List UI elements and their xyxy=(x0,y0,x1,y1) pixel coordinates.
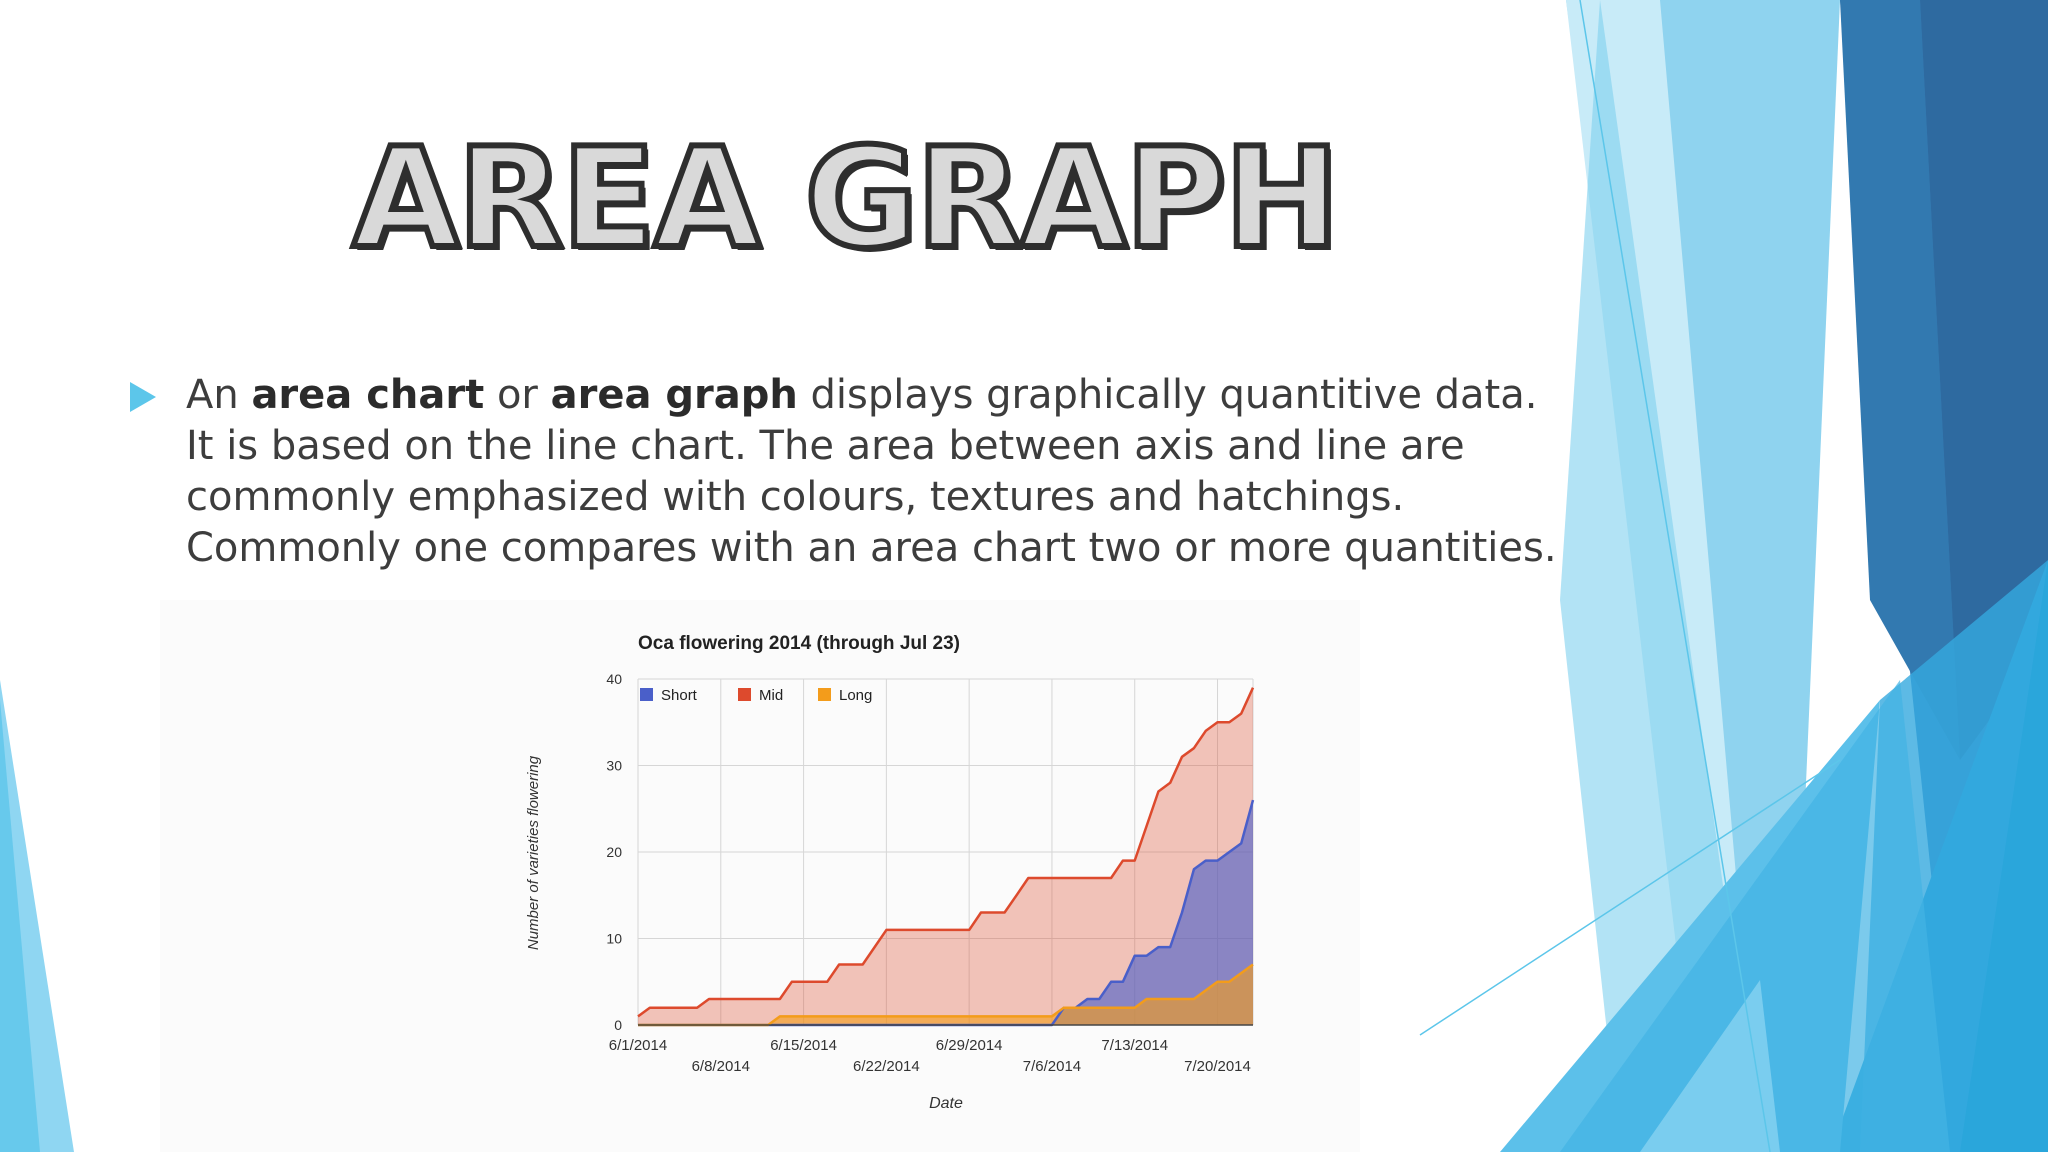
x-tick-label: 7/13/2014 xyxy=(1101,1037,1168,1054)
series-area-long xyxy=(638,964,1253,1025)
deco-facet xyxy=(1920,0,2048,760)
y-tick-label: 10 xyxy=(606,931,622,947)
x-axis-label: Date xyxy=(929,1095,963,1112)
body-text-bold-area-graph: area graph xyxy=(550,372,798,418)
slide-body-text: An area chart or area graph displays gra… xyxy=(186,370,1566,574)
x-tick-label: 6/22/2014 xyxy=(853,1058,920,1075)
chart-axes: 0 10 20 30 40 6/1/2014 6/8/2014 6/15/2014 6/22/2… xyxy=(606,671,1253,1075)
y-axis-label: Number of varieties flowering xyxy=(525,755,542,950)
deco-facet xyxy=(1560,680,1950,1152)
y-tick-label: 40 xyxy=(606,671,622,687)
series-line-long xyxy=(638,963,1254,1027)
bullet-arrow-icon xyxy=(130,382,156,412)
chart-areas xyxy=(638,687,1253,1025)
chart-legend: Short Mid Long xyxy=(640,687,872,704)
x-tick-label: 6/1/2014 xyxy=(609,1037,667,1054)
x-tick-label: 6/29/2014 xyxy=(936,1037,1003,1054)
legend-swatch-long xyxy=(818,688,831,701)
legend-swatch-mid xyxy=(738,688,751,701)
body-text-span: displays graphically quantitive data. It… xyxy=(186,372,1557,571)
y-tick-label: 0 xyxy=(614,1017,622,1033)
chart-title: Oca flowering 2014 (through Jul 23) xyxy=(638,633,960,654)
y-tick-label: 20 xyxy=(606,844,622,860)
series-area-mid xyxy=(638,687,1253,1025)
deco-facet xyxy=(1560,0,1760,1152)
chart-lines xyxy=(637,687,1255,1027)
deco-line xyxy=(1579,0,1771,1152)
x-tick-label: 7/20/2014 xyxy=(1184,1058,1251,1075)
series-line-mid xyxy=(637,687,1255,1018)
deco-line xyxy=(1419,759,1841,1036)
deco-facet xyxy=(0,700,40,1152)
x-tick-label: 6/8/2014 xyxy=(692,1058,750,1075)
legend-label-short: Short xyxy=(661,687,698,704)
deco-facet xyxy=(1640,980,1780,1152)
body-text-span: or xyxy=(484,372,551,418)
chart-image-panel xyxy=(160,600,1360,1152)
x-tick-label: 7/6/2014 xyxy=(1023,1058,1081,1075)
legend-label-long: Long xyxy=(839,687,872,704)
slide-title: AREA GRAPH xyxy=(349,115,1342,282)
legend-label-mid: Mid xyxy=(759,687,783,704)
body-text-bold-area-chart: area chart xyxy=(251,372,485,418)
x-tick-label: 6/15/2014 xyxy=(770,1037,837,1054)
legend-swatch-short xyxy=(640,688,653,701)
y-tick-label: 30 xyxy=(606,758,622,774)
body-text-span: An xyxy=(186,372,252,418)
